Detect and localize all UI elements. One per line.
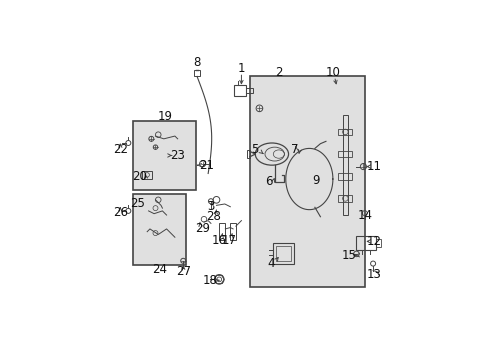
Text: 4: 4: [268, 257, 275, 270]
Text: 17: 17: [221, 234, 237, 247]
Bar: [339, 173, 352, 180]
Text: 3: 3: [207, 200, 215, 213]
Text: 27: 27: [176, 265, 191, 278]
Text: 2: 2: [275, 66, 283, 79]
Text: 21: 21: [199, 159, 214, 172]
Text: 12: 12: [367, 235, 382, 248]
Bar: [273, 243, 294, 264]
Text: 24: 24: [152, 262, 167, 276]
Text: 14: 14: [357, 208, 372, 221]
Text: 8: 8: [194, 56, 201, 69]
Bar: [339, 129, 352, 135]
Text: 11: 11: [367, 160, 382, 173]
Bar: [219, 223, 225, 240]
Bar: [230, 223, 236, 240]
Bar: [246, 87, 253, 93]
Bar: [247, 150, 250, 158]
Text: 28: 28: [206, 210, 221, 223]
Text: 22: 22: [113, 143, 128, 157]
Text: 6: 6: [266, 175, 273, 188]
Bar: [376, 239, 381, 247]
Bar: [343, 115, 347, 215]
Bar: [356, 236, 376, 250]
Text: 1: 1: [238, 62, 245, 75]
Text: 20: 20: [132, 170, 147, 183]
Text: 16: 16: [212, 234, 227, 247]
Bar: [276, 246, 292, 261]
Bar: [142, 171, 152, 179]
Text: 5: 5: [251, 143, 259, 157]
Text: 19: 19: [158, 110, 172, 123]
Text: 15: 15: [342, 249, 357, 262]
Bar: [195, 69, 200, 76]
Text: 29: 29: [195, 222, 210, 235]
Bar: [250, 76, 365, 287]
Text: 10: 10: [325, 66, 341, 79]
Bar: [133, 194, 186, 265]
Bar: [339, 151, 352, 157]
Bar: [339, 195, 352, 202]
Text: 7: 7: [291, 143, 299, 157]
Text: 18: 18: [203, 274, 218, 287]
Text: 25: 25: [130, 198, 145, 211]
Text: 9: 9: [313, 174, 320, 187]
Text: 23: 23: [170, 149, 185, 162]
Text: 13: 13: [367, 268, 382, 281]
Bar: [234, 85, 246, 96]
Text: 26: 26: [113, 206, 128, 219]
Bar: [133, 121, 196, 190]
